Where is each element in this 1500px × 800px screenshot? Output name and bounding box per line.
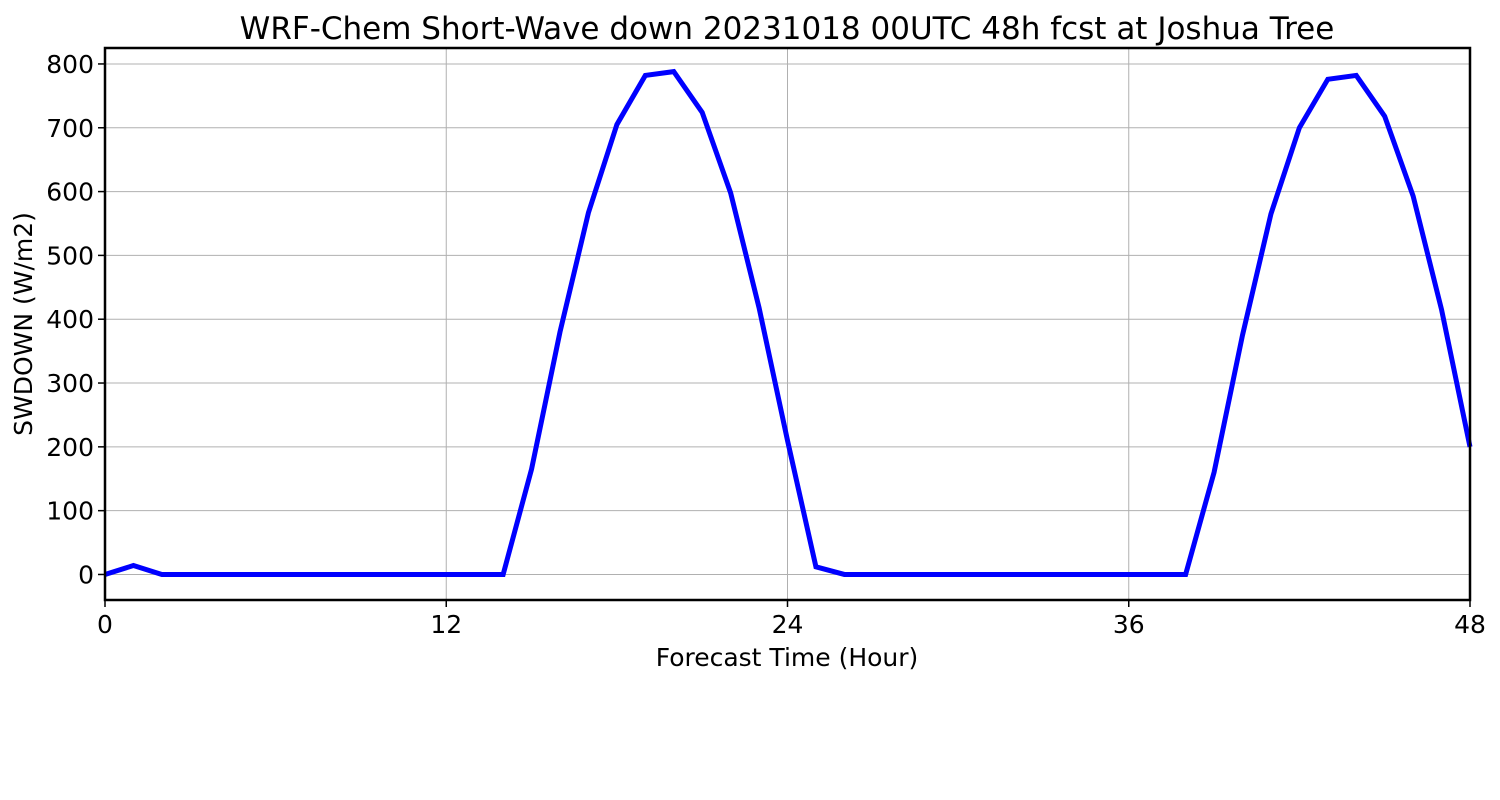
- x-tick-label: 12: [430, 610, 462, 639]
- x-axis-label: Forecast Time (Hour): [656, 643, 919, 672]
- x-axis-ticks: 0 12 24 36 48: [97, 600, 1486, 639]
- x-gridlines: [104, 48, 1471, 600]
- y-tick-label: 600: [46, 178, 94, 207]
- y-tick-label: 800: [46, 50, 94, 79]
- y-tick-label: 700: [46, 114, 94, 143]
- x-tick-label: 24: [772, 610, 804, 639]
- y-tick-label: 0: [78, 560, 94, 589]
- series-line: [104, 68, 1473, 577]
- x-tick-label: 48: [1454, 610, 1486, 639]
- y-axis-label: SWDOWN (W/m2): [9, 212, 38, 436]
- y-tick-label: 200: [46, 433, 94, 462]
- chart-title: WRF-Chem Short-Wave down 20231018 00UTC …: [240, 11, 1335, 47]
- y-tick-label: 100: [46, 497, 94, 526]
- y-axis-ticks: 0 100 200 300 400 500 600 700 800: [46, 50, 105, 589]
- y-tick-label: 500: [46, 241, 94, 270]
- x-tick-label: 36: [1113, 610, 1145, 639]
- y-tick-label: 400: [46, 305, 94, 334]
- y-tick-label: 300: [46, 369, 94, 398]
- x-tick-label: 0: [97, 610, 113, 639]
- series-layer: [104, 68, 1473, 577]
